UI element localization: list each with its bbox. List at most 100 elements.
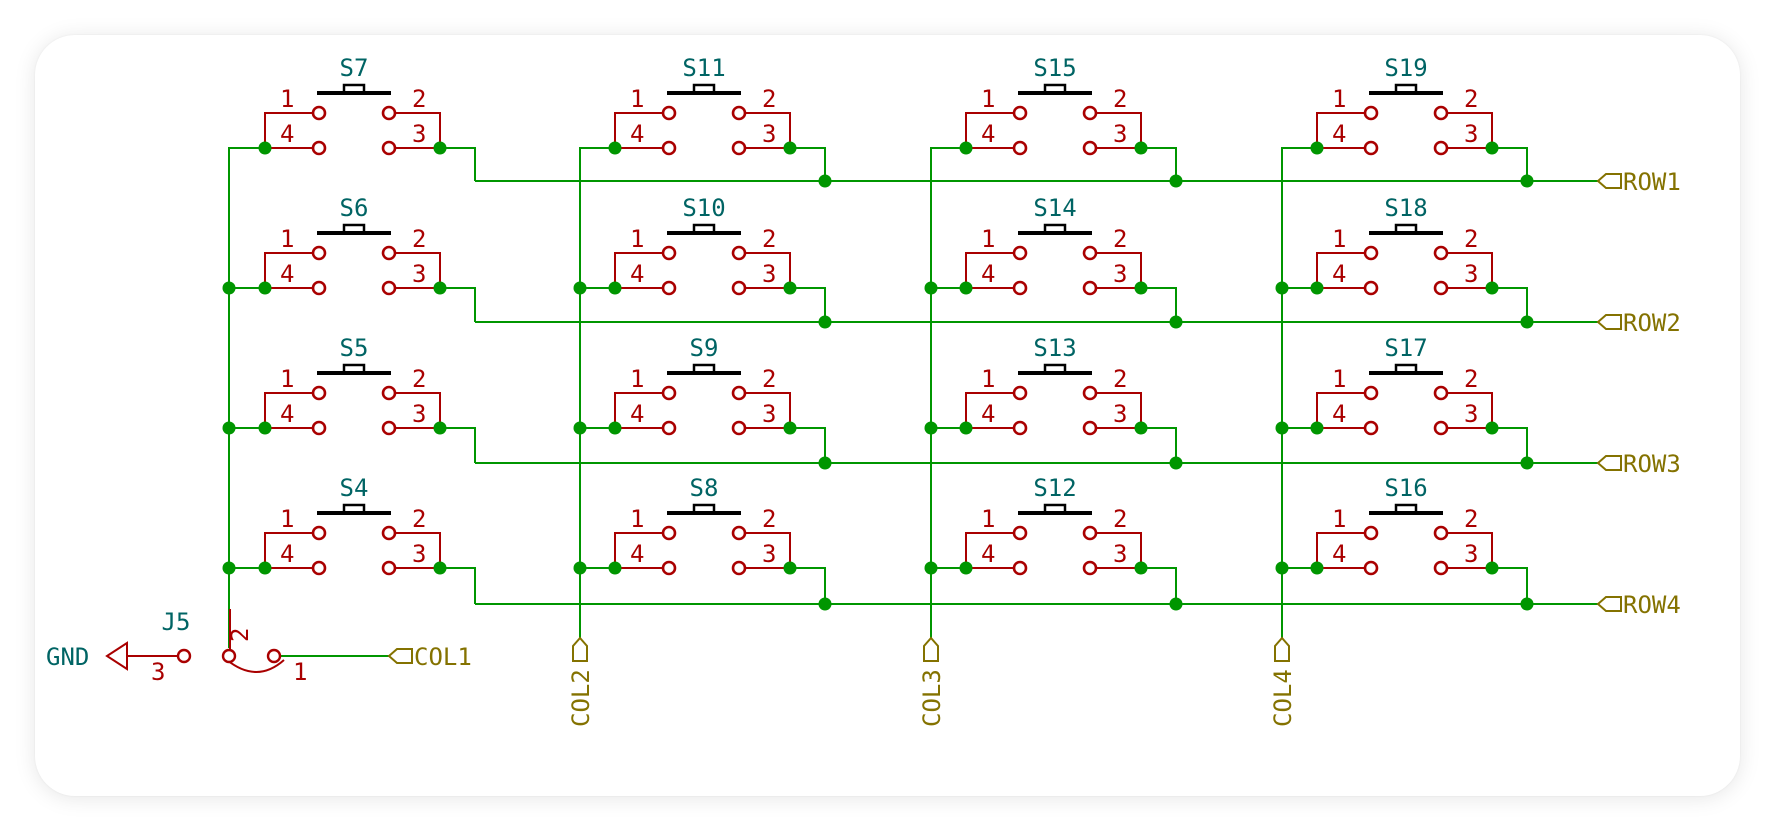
switch-reference: S12 xyxy=(1033,474,1076,502)
switch-to-row-wire xyxy=(790,287,826,322)
column-label-text: COL3 xyxy=(918,669,946,727)
switch-reference: S16 xyxy=(1384,474,1427,502)
pin-3-contact xyxy=(381,280,397,296)
switch-to-row-wire xyxy=(1492,427,1528,463)
switch-s16: 1 2 4 3 S16 xyxy=(1316,474,1493,576)
plunger-cap xyxy=(342,83,366,93)
junction-dot xyxy=(1134,281,1148,295)
right-lead xyxy=(395,112,441,149)
junction-dot xyxy=(1275,561,1289,575)
pin-number: 4 xyxy=(280,260,294,288)
switch-to-row-wire xyxy=(1141,567,1177,604)
pin-2-contact xyxy=(1082,245,1098,261)
column-label-1: COL1 xyxy=(387,643,472,671)
pin-number: 2 xyxy=(1464,225,1478,253)
junction-dot xyxy=(959,561,973,575)
junction-dot xyxy=(1310,421,1324,435)
switch-reference: S9 xyxy=(690,334,719,362)
pin-4-contact xyxy=(1012,280,1028,296)
pin-number: 1 xyxy=(981,85,995,113)
pin-1-contact xyxy=(661,525,677,541)
pin-2-contact xyxy=(731,105,747,121)
junction-dot xyxy=(783,421,797,435)
pin-2-contact xyxy=(1433,105,1449,121)
jumper-bridge xyxy=(226,659,285,673)
pin-number: 2 xyxy=(762,365,776,393)
right-lead xyxy=(745,392,791,429)
pin-3-contact xyxy=(381,140,397,156)
column-label-4: COL4 xyxy=(1269,636,1297,727)
switch-s11: 1 2 4 3 S11 xyxy=(614,54,791,156)
switch-to-row-wire xyxy=(1492,287,1528,322)
right-lead xyxy=(395,532,441,569)
pin-number: 4 xyxy=(630,260,644,288)
jumper-pin-3-contact xyxy=(176,648,192,664)
pin-3-contact xyxy=(1082,560,1098,576)
right-lead xyxy=(745,532,791,569)
pin-number: 1 xyxy=(280,365,294,393)
plunger-cap xyxy=(1043,363,1067,373)
junction-dot xyxy=(608,561,622,575)
pin-2-contact xyxy=(1082,385,1098,401)
switch-symbols: 1 2 4 3 S7 1 2 4 3 S6 1 2 4 3 S5 1 2 4 3 S4 1 2 4 3 S11 1 2 4 3 S10 1 2… xyxy=(264,54,1493,576)
left-lead xyxy=(264,252,313,289)
junction-dot xyxy=(783,281,797,295)
junction-dot xyxy=(1520,174,1534,188)
pin-2-contact xyxy=(381,105,397,121)
pin-number: 1 xyxy=(1332,365,1346,393)
pin-4-contact xyxy=(1012,140,1028,156)
junction-dot xyxy=(1134,561,1148,575)
gnd-label-text: GND xyxy=(46,643,89,671)
column-label-3: COL3 xyxy=(918,636,946,727)
switch-to-row-wire xyxy=(440,147,476,181)
switch-to-row-wire xyxy=(1492,147,1528,181)
junction-dot xyxy=(818,174,832,188)
pin-3-contact xyxy=(1082,280,1098,296)
junction-dot xyxy=(573,281,587,295)
junction-dot xyxy=(222,281,236,295)
label-arrow-icon xyxy=(923,636,939,662)
switch-s14: 1 2 4 3 S14 xyxy=(965,194,1142,296)
pin-number: 4 xyxy=(630,120,644,148)
switch-reference: S10 xyxy=(682,194,725,222)
plunger-cap xyxy=(1043,223,1067,233)
row-label-text: ROW3 xyxy=(1623,450,1681,478)
pin-2-contact xyxy=(1433,245,1449,261)
left-lead xyxy=(1316,532,1365,569)
label-arrow-icon xyxy=(1596,455,1622,471)
pin-2-contact xyxy=(1082,105,1098,121)
label-arrow-icon xyxy=(1596,173,1622,189)
junction-dot xyxy=(1134,421,1148,435)
right-lead xyxy=(745,252,791,289)
junction-dot xyxy=(573,561,587,575)
switch-s12: 1 2 4 3 S12 xyxy=(965,474,1142,576)
pin-2-contact xyxy=(381,385,397,401)
pin-1-contact xyxy=(311,525,327,541)
junction-dot xyxy=(959,421,973,435)
plunger-cap xyxy=(1043,503,1067,513)
wires xyxy=(228,147,1598,657)
switch-s13: 1 2 4 3 S13 xyxy=(965,334,1142,436)
pin-3-contact xyxy=(381,560,397,576)
switch-s5: 1 2 4 3 S5 xyxy=(264,334,441,436)
switch-reference: S8 xyxy=(690,474,719,502)
plunger-cap xyxy=(1394,223,1418,233)
pin-1-contact xyxy=(1012,105,1028,121)
pin-number: 2 xyxy=(412,505,426,533)
pin-number: 2 xyxy=(1464,505,1478,533)
switch-reference: S14 xyxy=(1033,194,1076,222)
jumper-pin-2-contact xyxy=(221,648,237,664)
right-lead xyxy=(1447,112,1493,149)
pin-3-contact xyxy=(1433,140,1449,156)
junction-dot xyxy=(1275,421,1289,435)
pin-1-contact xyxy=(311,105,327,121)
pin-3-contact xyxy=(731,280,747,296)
switch-to-row-wire xyxy=(440,567,476,604)
junction-dot xyxy=(1520,456,1534,470)
switch-to-row-wire xyxy=(790,427,826,463)
pin-1-contact xyxy=(661,105,677,121)
pin-1-contact xyxy=(1363,245,1379,261)
pin-number: 1 xyxy=(1332,505,1346,533)
pin-number: 3 xyxy=(1113,400,1127,428)
